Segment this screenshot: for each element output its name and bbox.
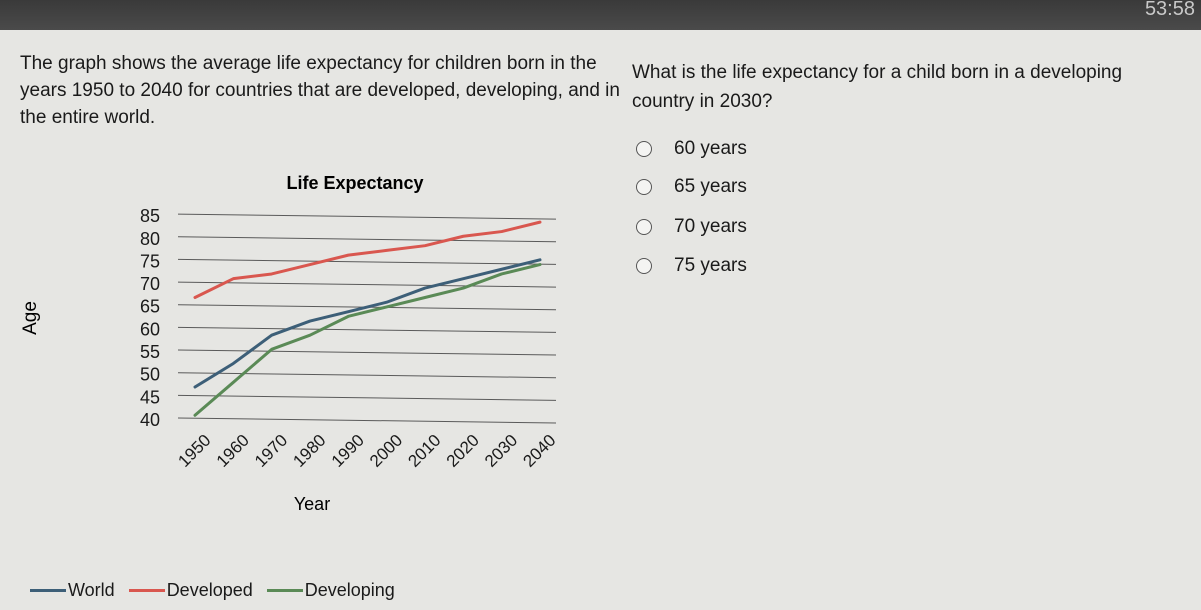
option-1[interactable]: 60 years: [636, 138, 747, 160]
x-tick-label: 2000: [366, 431, 406, 471]
option-label: 70 years: [674, 216, 747, 237]
gridline: [177, 258, 557, 265]
radio-icon[interactable]: [636, 179, 652, 195]
legend-swatch: [266, 589, 303, 592]
top-bar: 53:58: [0, 0, 1201, 30]
gridline: [177, 394, 557, 401]
y-tick-label: 80: [140, 229, 160, 249]
legend-item-developing: Developing: [266, 580, 395, 601]
x-tick-label: 2020: [443, 431, 483, 471]
x-tick-label: 1980: [289, 431, 329, 471]
legend-swatch: [128, 589, 165, 592]
y-tick-label: 40: [140, 410, 160, 430]
gridline: [177, 281, 557, 288]
y-axis-label: Age: [20, 301, 41, 335]
chart-title: Life Expectancy: [286, 173, 423, 193]
x-axis-label: Year: [294, 494, 330, 514]
x-tick-label: 1960: [213, 431, 253, 471]
x-tick-label: 2030: [481, 431, 521, 471]
x-tick-label: 1970: [251, 431, 291, 471]
question-text: What is the life expectancy for a child …: [632, 62, 1123, 112]
option-label: 65 years: [674, 176, 747, 197]
y-tick-label: 50: [140, 365, 160, 385]
legend-swatch: [30, 589, 66, 592]
legend-item-world: World: [30, 580, 115, 601]
legend-item-developed: Developed: [128, 580, 253, 601]
option-label: 75 years: [674, 255, 747, 276]
option-2[interactable]: 65 years: [636, 176, 747, 198]
series-line-developing: [193, 263, 542, 417]
x-tick-label: 2040: [519, 431, 559, 471]
legend: World Developed Developing: [30, 580, 409, 601]
y-tick-label: 85: [140, 206, 160, 226]
option-label: 60 years: [674, 138, 747, 159]
series-line-developed: [193, 220, 542, 300]
y-tick-label: 65: [140, 297, 160, 317]
legend-label: Developing: [304, 580, 395, 600]
y-tick-label: 55: [140, 342, 160, 362]
radio-icon[interactable]: [636, 258, 652, 274]
gridline: [177, 372, 557, 379]
y-tick-label: 75: [140, 251, 160, 271]
gridline: [177, 236, 557, 243]
x-tick-label: 1950: [174, 431, 214, 471]
gridline: [177, 213, 557, 220]
gridline: [177, 417, 557, 424]
x-tick-label: 1990: [328, 431, 368, 471]
series-line-world: [193, 258, 542, 389]
gridline: [177, 349, 557, 356]
legend-label: Developed: [166, 580, 253, 600]
option-4[interactable]: 75 years: [636, 255, 747, 277]
y-tick-label: 60: [140, 319, 160, 339]
radio-icon[interactable]: [636, 219, 652, 235]
timer: 53:58: [1144, 0, 1195, 20]
passage-text: The graph shows the average life expecta…: [20, 53, 620, 128]
y-tick-label: 45: [140, 387, 160, 407]
x-tick-label: 2010: [404, 431, 444, 471]
option-3[interactable]: 70 years: [636, 216, 747, 238]
gridline: [177, 326, 557, 333]
legend-label: World: [68, 580, 115, 600]
radio-icon[interactable]: [636, 141, 652, 157]
y-tick-label: 70: [140, 274, 160, 294]
